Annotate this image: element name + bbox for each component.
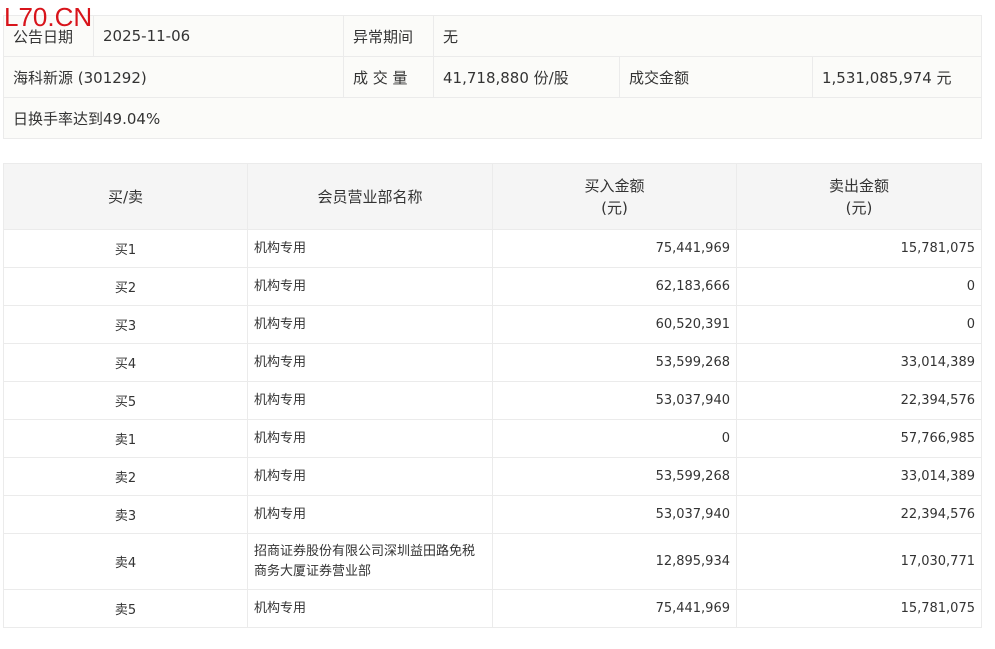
- date-value: 2025-11-06: [93, 15, 344, 57]
- table-row: 买2 机构专用 62,183,666 0: [3, 267, 982, 306]
- seat-name-cell: 机构专用: [247, 381, 493, 420]
- trading-seats-table: 买/卖 会员营业部名称 买入金额 (元) 卖出金额 (元) 买1 机构专用 75,4…: [3, 163, 982, 628]
- sell-amount-cell: 22,394,576: [736, 495, 982, 534]
- buy-amount-cell: 53,037,940: [492, 381, 737, 420]
- table-header: 买/卖 会员营业部名称 买入金额 (元) 卖出金额 (元): [3, 163, 982, 230]
- sell-amount-cell: 57,766,985: [736, 419, 982, 458]
- table-row: 卖2 机构专用 53,599,268 33,014,389: [3, 457, 982, 496]
- info-row-date: 公告日期 2025-11-06 异常期间 无: [3, 15, 983, 57]
- side-cell: 卖1: [3, 419, 248, 458]
- sell-amount-cell: 0: [736, 267, 982, 306]
- period-value: 无: [432, 15, 983, 57]
- side-cell: 卖4: [3, 533, 248, 590]
- seat-name-cell: 机构专用: [247, 229, 493, 268]
- table-row: 卖3 机构专用 53,037,940 22,394,576: [3, 495, 982, 534]
- header-sell: 卖出金额 (元): [736, 163, 982, 230]
- side-cell: 买5: [3, 381, 248, 420]
- seat-name-cell: 机构专用: [247, 495, 493, 534]
- buy-amount-cell: 12,895,934: [492, 533, 737, 590]
- sell-amount-cell: 17,030,771: [736, 533, 982, 590]
- table-row: 卖4 招商证券股份有限公司深圳益田路免税商务大厦证券营业部 12,895,934 17…: [3, 533, 982, 590]
- seat-name-cell: 机构专用: [247, 267, 493, 306]
- volume-value: 41,718,880 份/股: [433, 56, 620, 98]
- header-name: 会员营业部名称: [247, 163, 493, 230]
- buy-amount-cell: 53,599,268: [492, 343, 737, 382]
- table-row: 卖5 机构专用 75,441,969 15,781,075: [3, 589, 982, 628]
- amount-value: 1,531,085,974 元: [811, 56, 983, 98]
- table-row: 买5 机构专用 53,037,940 22,394,576: [3, 381, 982, 420]
- sell-amount-cell: 15,781,075: [736, 589, 982, 628]
- side-cell: 买3: [3, 305, 248, 344]
- header-buy: 买入金额 (元): [492, 163, 737, 230]
- buy-amount-cell: 0: [492, 419, 737, 458]
- seat-name-cell: 机构专用: [247, 343, 493, 382]
- side-cell: 买4: [3, 343, 248, 382]
- amount-label: 成交金额: [619, 56, 813, 98]
- buy-amount-cell: 75,441,969: [492, 229, 737, 268]
- volume-label: 成 交 量: [343, 56, 434, 98]
- table-row: 买3 机构专用 60,520,391 0: [3, 305, 982, 344]
- period-label: 异常期间: [343, 15, 434, 57]
- sell-amount-cell: 33,014,389: [736, 343, 982, 382]
- side-cell: 卖5: [3, 589, 248, 628]
- info-table: 公告日期 2025-11-06 异常期间 无 海科新源 (301292) 成 交…: [2, 15, 983, 139]
- stock-name: 海科新源 (301292): [3, 56, 344, 98]
- table-row: 买1 机构专用 75,441,969 15,781,075: [3, 229, 982, 268]
- buy-amount-cell: 53,037,940: [492, 495, 737, 534]
- side-cell: 卖3: [3, 495, 248, 534]
- seat-name-cell: 机构专用: [247, 457, 493, 496]
- reason-text: 日换手率达到49.04%: [2, 97, 983, 139]
- info-row-reason: 日换手率达到49.04%: [2, 97, 983, 139]
- sell-amount-cell: 15,781,075: [736, 229, 982, 268]
- logo-watermark: L70.CN: [4, 2, 93, 32]
- date-label: 公告日期: [3, 15, 94, 57]
- seat-name-cell: 招商证券股份有限公司深圳益田路免税商务大厦证券营业部: [247, 533, 493, 590]
- seat-name-cell: 机构专用: [247, 305, 493, 344]
- buy-amount-cell: 75,441,969: [492, 589, 737, 628]
- side-cell: 买2: [3, 267, 248, 306]
- buy-amount-cell: 62,183,666: [492, 267, 737, 306]
- table-row: 买4 机构专用 53,599,268 33,014,389: [3, 343, 982, 382]
- sell-amount-cell: 33,014,389: [736, 457, 982, 496]
- side-cell: 买1: [3, 229, 248, 268]
- info-row-trade: 海科新源 (301292) 成 交 量 41,718,880 份/股 成交金额 …: [3, 56, 983, 98]
- buy-amount-cell: 60,520,391: [492, 305, 737, 344]
- side-cell: 卖2: [3, 457, 248, 496]
- sell-amount-cell: 22,394,576: [736, 381, 982, 420]
- buy-amount-cell: 53,599,268: [492, 457, 737, 496]
- sell-amount-cell: 0: [736, 305, 982, 344]
- seat-name-cell: 机构专用: [247, 419, 493, 458]
- seat-name-cell: 机构专用: [247, 589, 493, 628]
- table-row: 卖1 机构专用 0 57,766,985: [3, 419, 982, 458]
- header-side: 买/卖: [3, 163, 248, 230]
